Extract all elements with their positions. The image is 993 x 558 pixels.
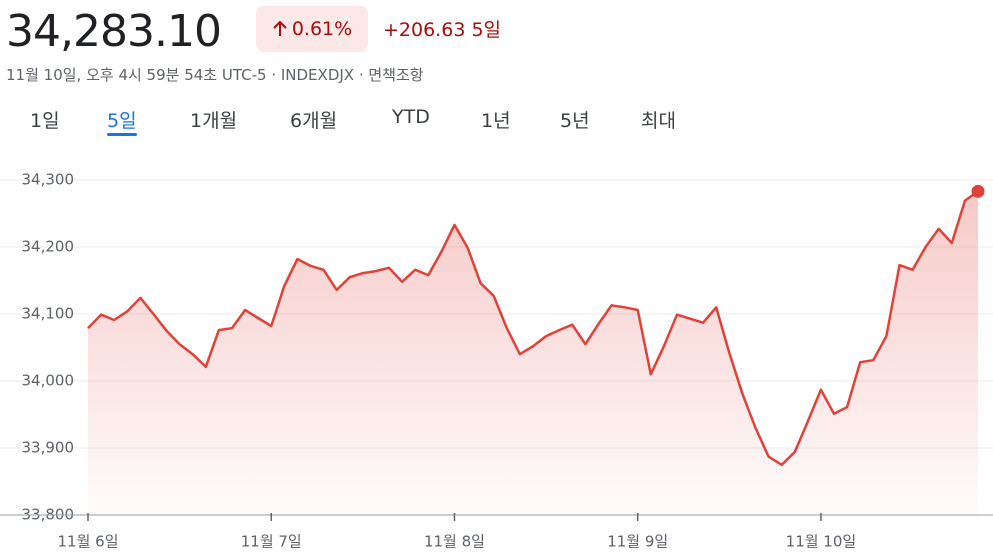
chart: 33,80033,90034,00034,10034,20034,30011월 … <box>0 171 993 551</box>
x-tick-label: 11월 6일 <box>58 533 119 551</box>
price: 34,283.10 <box>6 6 222 57</box>
range-tab[interactable]: 1개월 <box>190 110 238 132</box>
range-tab[interactable]: 6개월 <box>290 110 338 132</box>
x-tick-label: 11월 9일 <box>607 533 668 551</box>
last-point <box>971 184 985 198</box>
disclaimer-link[interactable]: 면책조항 <box>368 66 424 84</box>
up-arrow-icon <box>273 20 287 36</box>
range-tab[interactable]: 1일 <box>30 110 60 132</box>
change-percent: 0.61% <box>291 18 353 40</box>
y-tick-label: 34,000 <box>22 372 75 390</box>
x-tick-label: 11월 8일 <box>424 533 485 551</box>
range-tab[interactable]: YTD <box>392 106 430 128</box>
x-tick-label: 11월 7일 <box>241 533 302 551</box>
selected-tab-underline <box>107 133 137 136</box>
x-tick-label: 11월 10일 <box>786 533 857 551</box>
price-line <box>87 190 979 467</box>
change: +206.63 5일 <box>383 15 501 42</box>
period: 5일 <box>471 19 502 41</box>
timestamp: 11월 10일, 오후 4시 59분 54초 UTC-5 · INDEXDJX … <box>6 66 369 84</box>
range-tab[interactable]: 최대 <box>641 110 676 132</box>
range-tab[interactable]: 1년 <box>481 110 511 132</box>
range-tab[interactable]: 5년 <box>560 110 590 132</box>
y-tick-label: 34,200 <box>22 238 75 256</box>
y-tick-label: 34,100 <box>22 305 75 323</box>
y-tick-label: 33,900 <box>22 439 75 457</box>
area-fill <box>88 191 978 516</box>
range-tab[interactable]: 5일 <box>107 110 137 132</box>
y-tick-label: 34,300 <box>22 171 75 189</box>
change-value: +206.63 <box>383 19 466 41</box>
timestamp-line: 11월 10일, 오후 4시 59분 54초 UTC-5 · INDEXDJX … <box>6 64 424 85</box>
change-badge: 0.61% <box>256 6 368 52</box>
